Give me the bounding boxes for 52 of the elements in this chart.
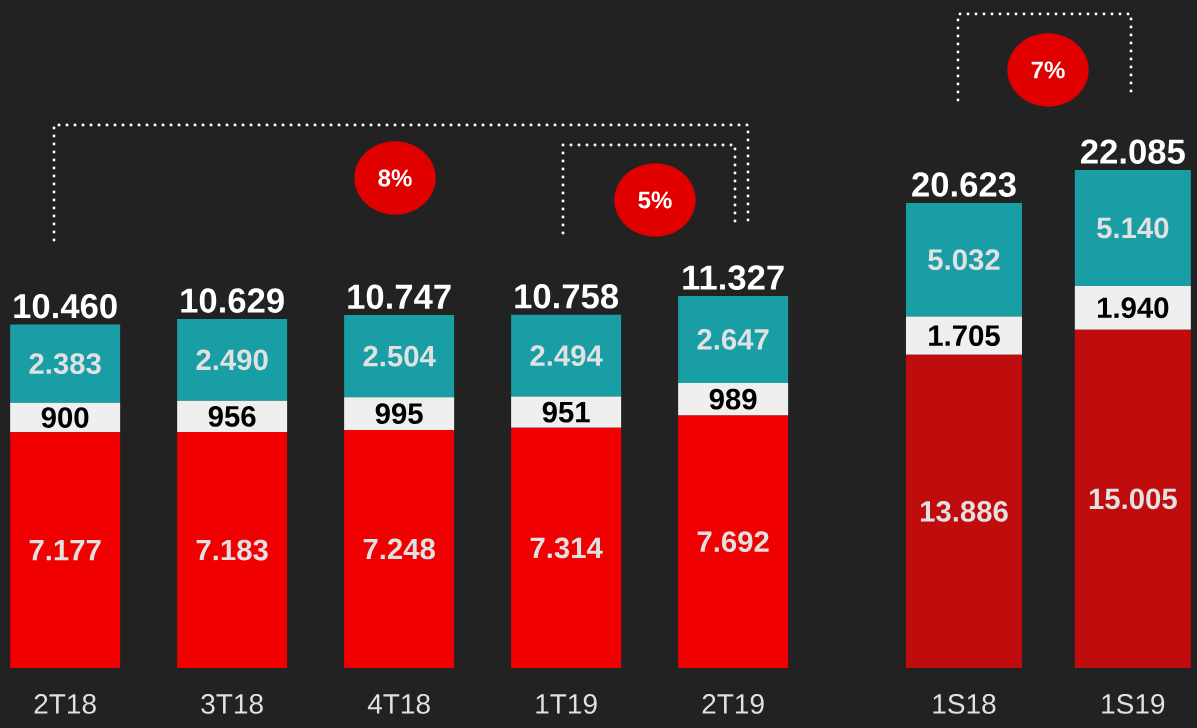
data-label: 951 [542,401,590,423]
data-label: 2.383 [29,353,101,375]
data-label: 1.705 [929,325,1000,347]
data-label: 900 [41,407,89,428]
data-label: 15.005 [1089,488,1177,510]
bar [177,432,288,668]
data-label: 13.886 [920,501,1008,522]
data-label: 7.692 [697,531,769,553]
data-label: 995 [375,403,423,425]
bar [511,314,622,397]
bar [511,427,622,668]
text: 7% [1031,61,1065,79]
x-tick-label: 4T18 [367,694,430,714]
text: 5% [638,191,672,209]
data-label: 989 [709,388,757,410]
total-label: 10.747 [348,284,451,310]
x-tick-label: 2T19 [702,694,764,714]
data-label: 2.494 [530,345,603,367]
x-tick-label: 3T18 [201,694,263,714]
data-label: 7.314 [530,537,603,559]
x-tick-label: 1S19 [1102,694,1165,714]
x-tick-label: 2T18 [34,694,96,714]
bar [678,295,789,383]
bar [10,432,121,668]
bar [905,202,1022,317]
bar [344,429,455,668]
data-label: 2.647 [697,329,769,350]
data-label: 1.940 [1097,297,1169,319]
total-label: 20.623 [912,172,1016,197]
data-label: 2.504 [363,345,436,367]
total-label: 10.460 [14,293,117,319]
data-label: 5.140 [1097,217,1169,239]
bar [10,324,121,403]
bar [1074,169,1191,286]
bar [678,415,789,668]
total-label: 10.758 [515,284,619,309]
data-label: 2.490 [196,349,268,371]
bar [344,315,455,398]
x-tick-label: 1S18 [933,694,996,714]
data-label: 5.032 [928,249,1000,271]
x-tick-label: 1T19 [536,694,597,714]
data-label: 7.177 [29,540,101,561]
text: 8% [378,169,412,187]
total-label: 11.327 [683,265,784,290]
bar [1074,329,1191,668]
total-label: 10.629 [181,288,284,313]
data-label: 956 [208,406,256,427]
bar [177,318,288,401]
data-label: 7.248 [363,538,435,560]
total-label: 22.085 [1081,139,1185,164]
data-label: 7.183 [196,539,268,561]
bar [905,354,1022,668]
